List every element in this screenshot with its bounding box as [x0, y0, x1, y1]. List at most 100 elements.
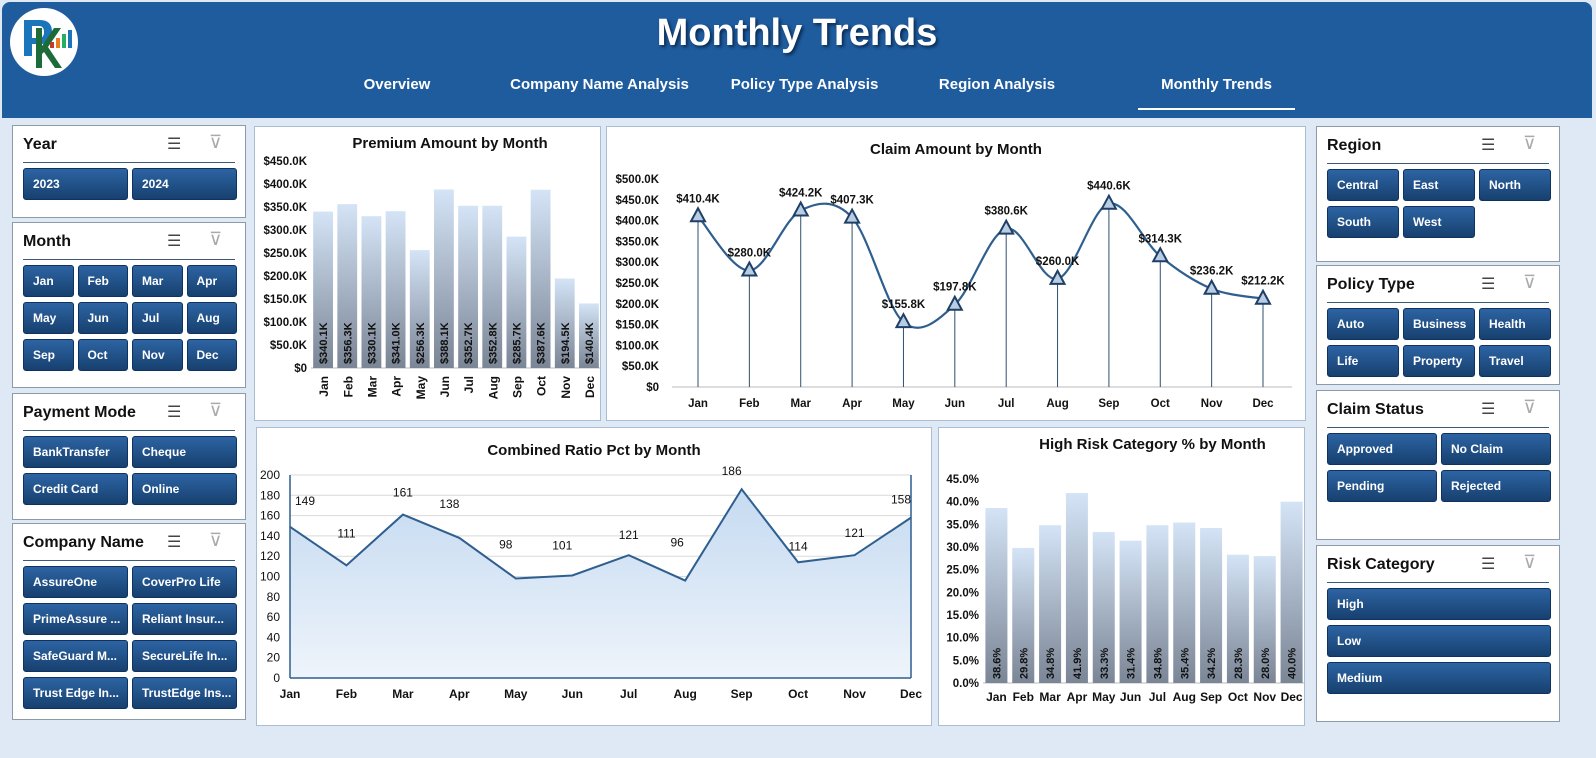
slicer-item-no-claim[interactable]: No Claim [1441, 433, 1551, 465]
tab-overview[interactable]: Overview [363, 76, 431, 93]
combined-ratio-line [289, 487, 912, 582]
slicer-item-west[interactable]: West [1403, 206, 1475, 238]
slicer-item-trust-edge-in[interactable]: Trust Edge In... [23, 677, 128, 709]
slicer-item-sep[interactable]: Sep [23, 339, 74, 371]
slicer-item-jun[interactable]: Jun [77, 302, 128, 334]
x-tick-label: Aug [1046, 398, 1068, 410]
x-tick-label: Aug [1173, 690, 1196, 704]
tab-region-analysis[interactable]: Region Analysis [938, 76, 1056, 93]
multi-select-icon[interactable]: ☰ [167, 404, 182, 421]
slicer-item-high[interactable]: High [1327, 588, 1551, 620]
x-tick-label: Apr [449, 687, 470, 701]
y-tick-label: 0 [273, 671, 280, 685]
bar-may [1092, 532, 1115, 683]
slicer-item-travel[interactable]: Travel [1479, 345, 1551, 377]
slicer-item-aug[interactable]: Aug [186, 302, 237, 334]
y-tick-label: $500.0K [616, 174, 660, 186]
x-tick-label: May [414, 376, 428, 400]
tab-company-name-analysis[interactable]: Company Name Analysis [510, 76, 689, 93]
divider [1327, 582, 1549, 583]
tab-monthly-trends[interactable]: Monthly Trends [1138, 76, 1295, 110]
y-tick-label: $400.0K [616, 216, 660, 228]
bar-sep [506, 236, 527, 368]
slicer-item-safeguard-m[interactable]: SafeGuard M... [23, 640, 128, 672]
multi-select-icon[interactable]: ☰ [167, 136, 182, 153]
slicer-item-pending[interactable]: Pending [1327, 470, 1437, 502]
slicer-item-primeassure[interactable]: PrimeAssure ... [23, 603, 128, 635]
marker-may [894, 312, 913, 329]
x-tick-label: Mar [1039, 690, 1061, 704]
slicer-item-2024[interactable]: 2024 [132, 168, 237, 200]
slicer-item-rejected[interactable]: Rejected [1441, 470, 1551, 502]
x-tick-label: Apr [1067, 690, 1088, 704]
clear-filter-icon[interactable]: ⊽ [1523, 397, 1537, 417]
combined-ratio-chart-panel: Combined Ratio Pct by Month 0 20 40 60 80 100… [256, 427, 932, 726]
slicer-item-property[interactable]: Property [1403, 345, 1475, 377]
data-label: 34.2% [1206, 648, 1218, 679]
clear-filter-icon[interactable]: ⊽ [1523, 133, 1537, 153]
slicer-item-health[interactable]: Health [1479, 308, 1551, 340]
bar-dec [579, 303, 599, 368]
slicer-item-online[interactable]: Online [132, 473, 237, 505]
slicer-item-banktransfer[interactable]: BankTransfer [23, 436, 128, 468]
data-label: $388.1K [439, 322, 451, 364]
slicer-item-business[interactable]: Business [1403, 308, 1475, 340]
multi-select-icon[interactable]: ☰ [1481, 276, 1496, 293]
clear-filter-icon[interactable]: ⊽ [209, 400, 223, 420]
slicer-item-reliant-insur[interactable]: Reliant Insur... [132, 603, 237, 635]
clear-filter-icon[interactable]: ⊽ [209, 530, 223, 550]
tab-policy-type-analysis[interactable]: Policy Type Analysis [730, 76, 879, 93]
slicer-item-2023[interactable]: 2023 [23, 168, 128, 200]
slicer-item-trustedge-ins[interactable]: TrustEdge Ins... [132, 677, 237, 709]
multi-select-icon[interactable]: ☰ [1481, 556, 1496, 573]
slicer-item-auto[interactable]: Auto [1327, 308, 1399, 340]
bar-aug [482, 205, 503, 368]
slicer-item-apr[interactable]: Apr [186, 265, 237, 297]
slicer-item-central[interactable]: Central [1327, 169, 1399, 201]
data-label: 121 [619, 528, 639, 542]
x-tick-label: Dec [583, 376, 597, 398]
multi-select-icon[interactable]: ☰ [1481, 137, 1496, 154]
data-label: $155.8K [882, 299, 926, 311]
premium-amount-chart: $0 $50.0K $100.0K $150.0K $200.0K $250.0K $300… [264, 156, 601, 400]
slicer-item-mar[interactable]: Mar [132, 265, 183, 297]
slicer-item-east[interactable]: East [1403, 169, 1475, 201]
slicer-item-life[interactable]: Life [1327, 345, 1399, 377]
slicer-item-may[interactable]: May [23, 302, 74, 334]
slicer-item-low[interactable]: Low [1327, 625, 1551, 657]
clear-filter-icon[interactable]: ⊽ [1523, 272, 1537, 292]
slicer-item-south[interactable]: South [1327, 206, 1399, 238]
slicer-item-assureone[interactable]: AssureOne [23, 566, 128, 598]
multi-select-icon[interactable]: ☰ [167, 534, 182, 551]
slicer-item-north[interactable]: North [1479, 169, 1551, 201]
clear-filter-icon[interactable]: ⊽ [209, 229, 223, 249]
multi-select-icon[interactable]: ☰ [167, 233, 182, 250]
slicer-item-medium[interactable]: Medium [1327, 662, 1551, 694]
y-tick-label: $200.0K [264, 271, 308, 283]
y-tick-label: 120 [260, 549, 280, 563]
slicer-item-coverpro-life[interactable]: CoverPro Life [132, 566, 237, 598]
risk-slicer: Risk Category ☰ ⊽ High Low Medium [1316, 545, 1560, 722]
x-tick-label: Dec [900, 687, 922, 701]
slicer-item-jul[interactable]: Jul [132, 302, 183, 334]
marker-nov [1202, 278, 1221, 295]
slicer-item-nov[interactable]: Nov [132, 339, 183, 371]
multi-select-icon[interactable]: ☰ [1481, 401, 1496, 418]
data-label: 38.6% [991, 648, 1003, 679]
slicer-item-jan[interactable]: Jan [23, 265, 74, 297]
marker-mar [792, 200, 810, 217]
slicer-item-approved[interactable]: Approved [1327, 433, 1437, 465]
clear-filter-icon[interactable]: ⊽ [1523, 552, 1537, 572]
slicer-item-feb[interactable]: Feb [77, 265, 128, 297]
x-tick-label: Nov [843, 687, 866, 701]
slicer-item-oct[interactable]: Oct [77, 339, 128, 371]
slicer-item-dec[interactable]: Dec [186, 339, 237, 371]
data-label: 29.8% [1018, 648, 1030, 679]
slicer-item-cheque[interactable]: Cheque [132, 436, 237, 468]
bar-apr [385, 211, 406, 368]
slicer-item-credit-card[interactable]: Credit Card [23, 473, 128, 505]
slicer-item-securelife-in[interactable]: SecureLife In... [132, 640, 237, 672]
clear-filter-icon[interactable]: ⊽ [209, 132, 223, 152]
slicer-title: Risk Category [1327, 556, 1435, 573]
y-tick-label: $150.0K [616, 320, 660, 332]
